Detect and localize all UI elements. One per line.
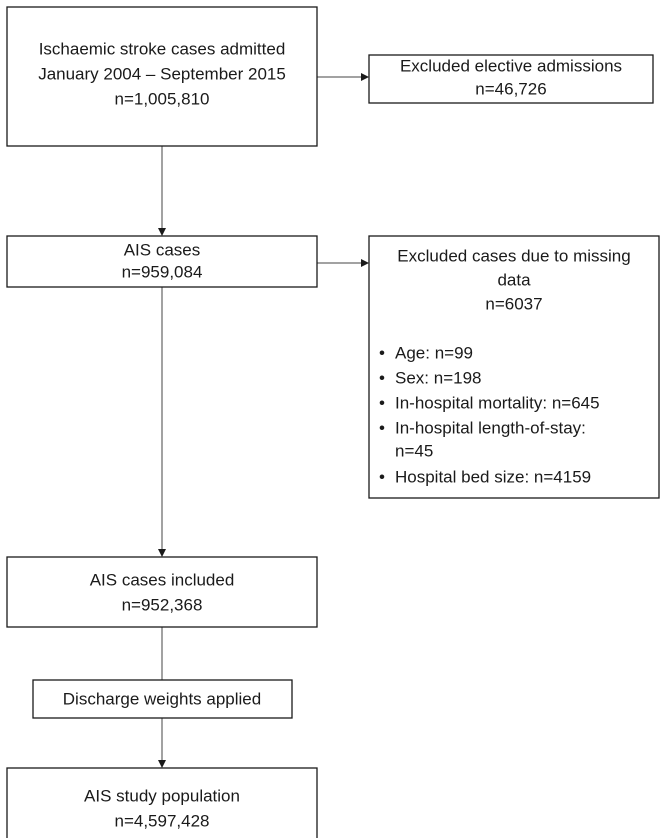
node-text: Excluded cases due to missing [397, 246, 630, 265]
node-text: n=952,368 [122, 595, 203, 614]
node-text: Ischaemic stroke cases admitted [39, 39, 286, 58]
bullet: • [379, 393, 385, 412]
bullet-list: • Age: n=99 • Sex: n=198 • In-hospital m… [379, 343, 600, 486]
node-text: January 2004 – September 2015 [38, 64, 286, 83]
bullet: • [379, 343, 385, 362]
node-text: n=1,005,810 [114, 89, 209, 108]
box [6, 556, 318, 628]
node-text: n=959,084 [122, 262, 203, 281]
bullet: • [379, 467, 385, 486]
list-item: In-hospital mortality: n=645 [395, 393, 600, 412]
node-text: AIS cases included [90, 570, 235, 589]
node-text: AIS study population [84, 786, 240, 805]
box [6, 235, 318, 288]
list-item: Age: n=99 [395, 343, 473, 362]
bullet: • [379, 368, 385, 387]
node-text: Discharge weights applied [63, 689, 261, 708]
node-text: Excluded elective admissions [400, 56, 622, 75]
node-text: n=6037 [485, 294, 542, 313]
node-text: AIS cases [124, 240, 201, 259]
node-text: data [497, 270, 531, 289]
box [6, 767, 318, 838]
list-item: In-hospital length-of-stay: [395, 418, 586, 437]
node-text: n=46,726 [475, 79, 546, 98]
box [368, 54, 654, 104]
box [6, 6, 318, 147]
list-item: n=45 [395, 441, 433, 460]
box [32, 679, 293, 719]
node-text: n=4,597,428 [114, 811, 209, 830]
list-item: Sex: n=198 [395, 368, 482, 387]
list-item: Hospital bed size: n=4159 [395, 467, 591, 486]
box [368, 235, 660, 499]
bullet: • [379, 418, 385, 437]
